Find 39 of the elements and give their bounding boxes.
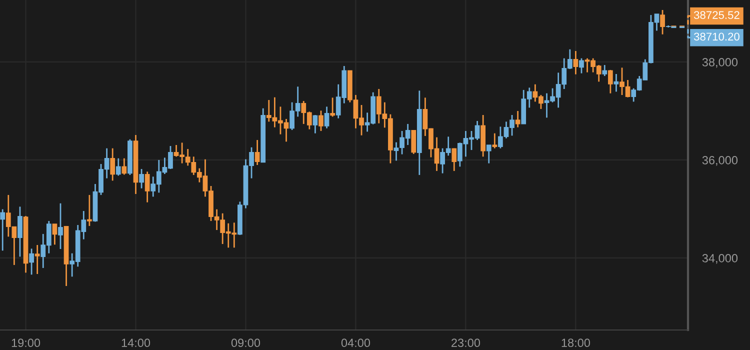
candlestick [492, 132, 498, 150]
candlestick [330, 96, 335, 118]
candlestick [29, 248, 34, 276]
candlestick [660, 9, 665, 36]
candlestick [52, 223, 58, 246]
candlestick [122, 158, 127, 176]
candlestick [411, 130, 416, 155]
y-tick-label: 38,000 [702, 58, 738, 68]
x-tick-label: 19:00 [12, 338, 40, 348]
candlestick [452, 148, 457, 172]
candlestick [139, 168, 144, 190]
x-tick-label: 04:00 [341, 338, 370, 348]
candlestick [486, 144, 492, 164]
candlestick [318, 110, 324, 132]
candlestick [573, 50, 578, 76]
y-tick-label: 36,000 [702, 156, 738, 166]
x-tick-label: 23:00 [452, 338, 480, 348]
candlestick [116, 158, 121, 176]
candlestick [144, 170, 150, 204]
y-tick-label: 34,000 [702, 254, 738, 264]
ref-line-label: 38710.20 [694, 32, 740, 41]
candlestick [87, 194, 92, 227]
candlestick [110, 148, 116, 182]
candlestick [324, 106, 330, 130]
candlestick [602, 64, 608, 77]
candlestick [515, 110, 520, 128]
candlestick [608, 69, 613, 94]
candlestick [34, 244, 40, 275]
candlestick [58, 202, 63, 250]
candlestick [614, 73, 619, 92]
candlestick [579, 58, 584, 74]
ref-line-label: 38725.52 [694, 11, 740, 19]
candlestick [0, 208, 6, 252]
candlestick [18, 206, 22, 258]
x-tick-label: 18:00 [562, 338, 590, 348]
candlestick [312, 114, 318, 134]
x-tick-label: 09:00 [231, 338, 260, 348]
x-tick-label: 14:00 [122, 338, 150, 348]
candlestick [254, 139, 260, 166]
